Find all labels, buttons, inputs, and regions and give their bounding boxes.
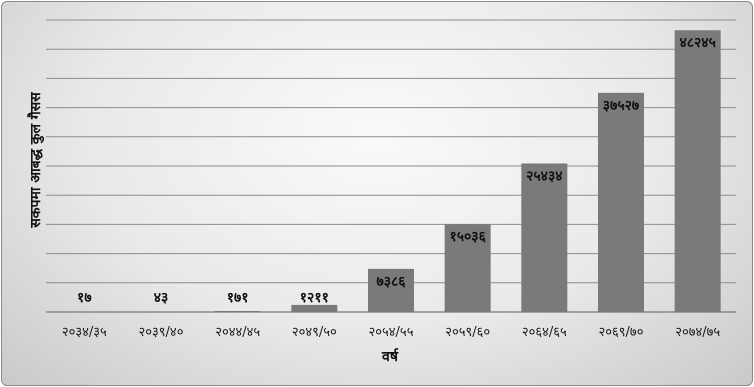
data-label: ७३८६ [376, 274, 406, 290]
data-label: १२११ [300, 290, 329, 306]
data-label: ४३ [154, 290, 169, 306]
bar [368, 268, 414, 312]
bar [674, 30, 721, 312]
x-tick-labels: २०३४/३५ २०३९/४० २०४४/४५ २०४९/५० २०५४/५५ २०५९/… [62, 325, 721, 340]
bar [521, 163, 568, 312]
data-label: १५०३६ [449, 229, 486, 245]
x-tick-label: २०६९/७० [599, 325, 644, 340]
x-tick-label: २०७४/७५ [675, 325, 720, 340]
data-labels: १७ ४३ १७१ १२११ ७३८६ १५०३६ २५४३४ ३७५२७ ४८२४५ [77, 35, 716, 306]
x-tick-label: २०४९/५० [292, 325, 337, 340]
x-tick-label: २०५४/५५ [369, 325, 414, 340]
x-tick-label: २०४४/४५ [215, 325, 260, 340]
x-axis-title: वर्ष [381, 348, 399, 365]
data-label: ४८२४५ [679, 35, 715, 51]
x-tick-label: २०६४/६५ [522, 325, 567, 340]
bar [214, 311, 261, 312]
bars [61, 30, 721, 313]
data-label: १७ [77, 290, 92, 306]
bar [598, 92, 644, 313]
x-tick-label: २०५९/६० [445, 325, 490, 340]
data-label: ३७५२७ [603, 98, 639, 114]
data-label: १७१ [227, 290, 249, 306]
y-axis-title: सकपमा आबद्ध कुल गैसस [27, 92, 45, 229]
bar [291, 304, 338, 312]
data-label: २५४३४ [526, 168, 562, 184]
bar [444, 224, 491, 312]
x-tick-label: २०३४/३५ [62, 325, 107, 340]
x-tick-label: २०३९/४० [139, 325, 184, 340]
